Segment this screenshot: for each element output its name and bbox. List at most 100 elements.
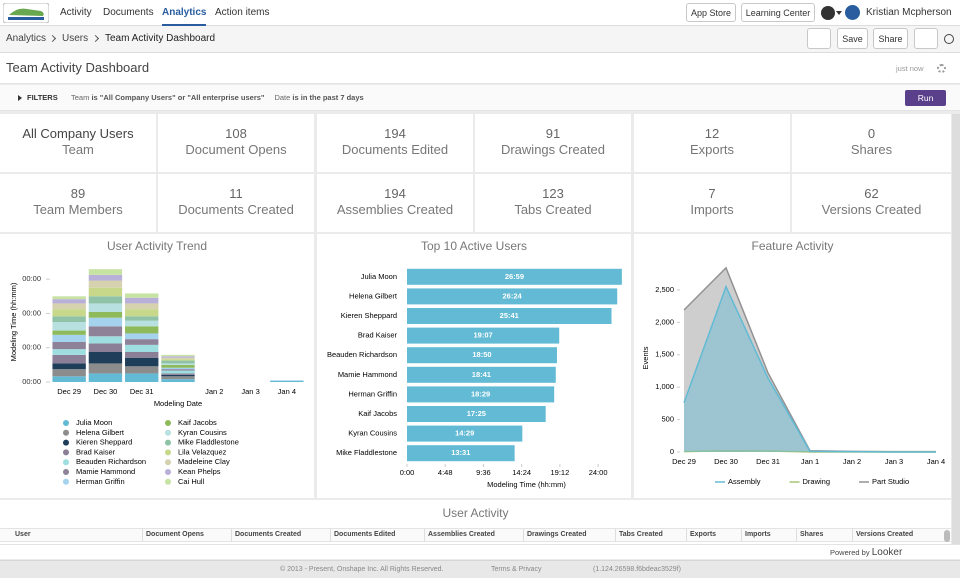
column-divider — [523, 529, 524, 541]
column-divider — [796, 529, 797, 541]
column-header[interactable]: Drawings Created — [527, 531, 587, 538]
bar-segment — [88, 363, 123, 374]
logo-bar — [8, 17, 44, 20]
chart-panel: User Activity Trend 00:00 00:00 00:00 00:00 M… — [0, 234, 314, 498]
settings-icon[interactable] — [937, 64, 946, 73]
x-tick-label: Jan 2 — [843, 457, 861, 466]
chart-panel: Feature Activity 0 500 1,000 1,500 2,000 2,500… — [634, 234, 951, 498]
y-tick-label: 500 — [661, 415, 674, 424]
y-tick-label: Brad Kaiser — [358, 331, 398, 340]
breadcrumb-item[interactable]: Analytics — [6, 33, 47, 44]
kpi-value: 194 — [384, 186, 406, 201]
help-icon[interactable] — [821, 6, 835, 20]
bar-segment — [125, 339, 159, 345]
bar — [407, 268, 622, 285]
column-divider — [424, 529, 425, 541]
breadcrumb-item[interactable]: Users — [62, 33, 89, 44]
logo-car — [9, 8, 44, 16]
filter-label[interactable]: FILTERS — [27, 93, 58, 102]
x-tick-label: Jan 1 — [801, 457, 819, 466]
kpi-tile: 194 Documents Edited — [317, 114, 473, 172]
bar-segment — [161, 370, 195, 374]
x-tick-label: Jan 4 — [927, 457, 945, 466]
column-header[interactable]: Documents Edited — [334, 531, 396, 538]
filter-toggle[interactable] — [18, 95, 22, 101]
column-header[interactable]: Shares — [800, 531, 824, 538]
add-tile-button[interactable] — [807, 28, 831, 49]
kpi-label: Imports — [690, 202, 734, 217]
bar-segment — [88, 312, 123, 318]
legend-label: Lila Velazquez — [178, 447, 227, 456]
kpi-label: Exports — [689, 142, 735, 157]
bar-segment — [52, 376, 86, 382]
bar-segment — [52, 309, 86, 317]
kpi-label: Documents Created — [178, 202, 294, 217]
toolbar-button[interactable]: Share — [873, 28, 908, 49]
powered-brand: Looker — [871, 547, 903, 558]
column-header[interactable]: Imports — [745, 531, 771, 538]
column-header[interactable]: User — [15, 531, 31, 538]
kpi-label: Drawings Created — [500, 142, 606, 157]
bar-segment — [52, 299, 86, 304]
bar-segment — [88, 274, 123, 281]
x-tick-label: 19:12 — [550, 468, 569, 477]
kpi-label: Versions Created — [821, 202, 922, 217]
kpi-value: 91 — [545, 126, 561, 141]
column-header[interactable]: Tabs Created — [619, 531, 663, 538]
value-label: 19:07 — [474, 331, 493, 340]
nav-button[interactable]: Learning Center — [741, 3, 815, 22]
kpi-tile: 0 Shares — [792, 114, 951, 172]
logo[interactable] — [3, 3, 49, 23]
scrollbar-thumb — [944, 530, 950, 542]
column-header[interactable]: Exports — [690, 531, 717, 538]
legend-label: Mike Fladdlestone — [178, 438, 239, 447]
bar-segment — [161, 356, 195, 358]
kpi-tile: 62 Versions Created — [792, 174, 951, 232]
powered-row: Powered by Looker — [0, 544, 960, 559]
bar-segment — [52, 316, 86, 322]
column-header[interactable]: Documents Created — [235, 531, 302, 538]
toolbar-button[interactable]: Save — [837, 28, 868, 49]
x-axis-label: Modeling Date — [154, 399, 202, 408]
kpi-tile: 91 Drawings Created — [475, 114, 631, 172]
x-tick-label: 9:36 — [476, 468, 491, 477]
legend-label: Kean Phelps — [178, 467, 221, 476]
nav-item[interactable]: Action items — [215, 7, 270, 18]
delete-button[interactable] — [914, 28, 938, 49]
breadcrumb-bar: Analytics Users Team Activity Dashboard Sav… — [0, 26, 960, 53]
bar-segment — [88, 269, 123, 275]
filter-field: Date — [274, 93, 291, 102]
bar-segment — [161, 357, 195, 360]
kpi-tile: 194 Assemblies Created — [317, 174, 473, 232]
y-tick-label: 00:00 — [22, 377, 41, 386]
kpi-tile: 89 Team Members — [0, 174, 156, 232]
terms-link[interactable]: Terms & Privacy — [491, 566, 542, 573]
legend-swatch — [165, 420, 171, 426]
bar-segment — [88, 336, 123, 344]
user-name[interactable]: Kristian Mcpherson — [866, 7, 952, 18]
y-tick-label: Herman Griffin — [348, 389, 397, 398]
x-tick-label: Dec 29 — [672, 457, 696, 466]
info-icon[interactable] — [944, 34, 954, 44]
bar-segment — [161, 374, 195, 377]
scrollbar — [952, 114, 960, 544]
powered-text: Powered by — [830, 548, 870, 557]
legend-swatch — [63, 449, 69, 456]
filter-field: Team — [71, 93, 90, 102]
avatar[interactable] — [845, 5, 860, 20]
x-tick-label: Jan 4 — [278, 387, 296, 396]
nav-item[interactable]: Analytics — [162, 0, 207, 26]
nav-item[interactable]: Documents — [103, 7, 154, 18]
bar-segment — [88, 326, 123, 337]
x-tick-label: Jan 3 — [885, 457, 903, 466]
kpi-value: 12 — [704, 126, 720, 141]
column-header[interactable]: Document Opens — [146, 531, 204, 538]
y-tick-label: Kieren Sheppard — [341, 311, 397, 320]
x-tick-label: Dec 31 — [756, 457, 780, 466]
run-button[interactable]: Run — [905, 90, 946, 106]
column-header[interactable]: Assemblies Created — [428, 531, 495, 538]
nav-item[interactable]: Activity — [60, 7, 92, 18]
nav-button[interactable]: App Store — [686, 3, 736, 22]
column-header[interactable]: Versions Created — [856, 531, 914, 538]
